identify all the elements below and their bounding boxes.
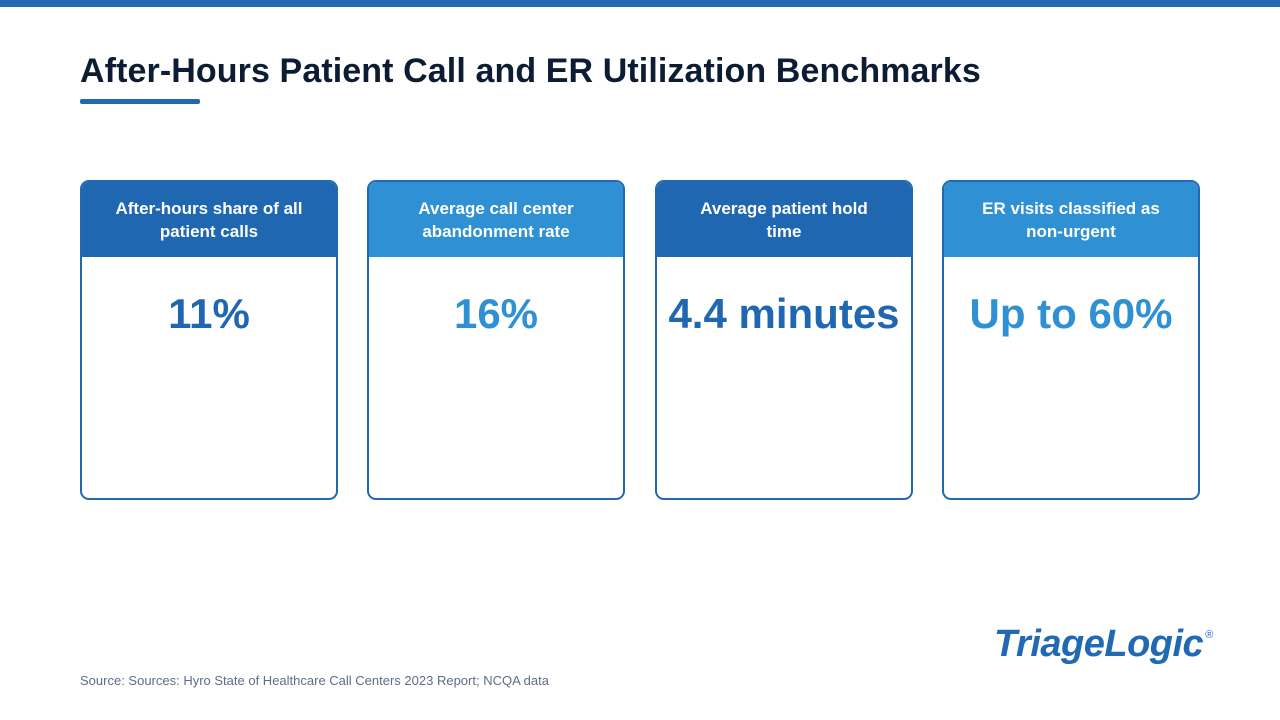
- card-value: 11%: [168, 290, 250, 337]
- card-label: ER visits classified as non-urgent: [982, 198, 1160, 241]
- card-header: ER visits classified as non-urgent: [944, 182, 1198, 257]
- card-value: Up to 60%: [969, 290, 1173, 337]
- page-title: After-Hours Patient Call and ER Utilizat…: [80, 52, 981, 90]
- card-value: 16%: [453, 290, 539, 337]
- benchmark-card: After-hours share of all patient calls 1…: [80, 180, 338, 500]
- card-header: Average call center abandonment rate: [369, 182, 623, 257]
- benchmark-cards: After-hours share of all patient calls 1…: [80, 180, 1201, 500]
- benchmark-card: Average patient hold time 4.4 minutes: [655, 180, 913, 500]
- top-accent-bar: [0, 0, 1280, 7]
- card-header: After-hours share of all patient calls: [82, 182, 336, 257]
- triagelogic-logo: TriageLogic ®: [994, 623, 1213, 666]
- card-value: 4.4 minutes: [668, 290, 900, 337]
- benchmark-card: Average call center abandonment rate 16%: [367, 180, 625, 500]
- logo-text: TriageLogic: [994, 623, 1204, 665]
- registered-mark: ®: [1205, 629, 1213, 641]
- source-note: Source: Sources: Hyro State of Healthcar…: [80, 673, 549, 688]
- card-label: After-hours share of all patient calls: [115, 198, 303, 241]
- card-header: Average patient hold time: [657, 182, 911, 257]
- title-underline: [80, 99, 200, 104]
- card-label: Average call center abandonment rate: [418, 198, 574, 241]
- card-label: Average patient hold time: [700, 198, 868, 241]
- benchmark-card: ER visits classified as non-urgent Up to…: [942, 180, 1200, 500]
